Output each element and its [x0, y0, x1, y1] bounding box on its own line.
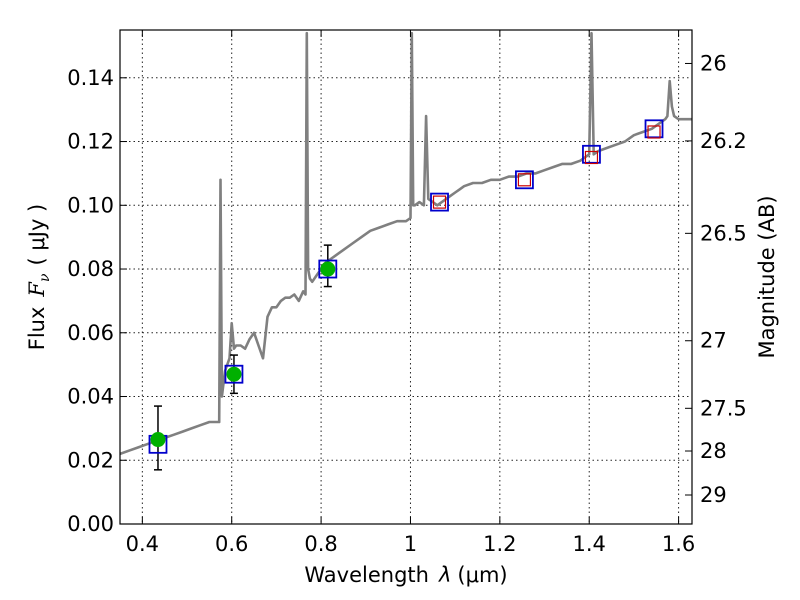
plot-area [120, 31, 692, 471]
y-axis-label: FluxFν( μJy ) [25, 204, 53, 350]
x-axis: 0.4 0.6 0.8 1 1.2 1.4 1.6 [126, 30, 695, 556]
x-tick-label: 0.6 [215, 532, 248, 556]
y2-tick-label: 28 [700, 439, 727, 463]
model-square [515, 170, 534, 190]
axes-frame [119, 29, 693, 525]
y2-axis-label: Magnitude (AB) [755, 195, 779, 358]
model-square [582, 144, 601, 164]
y-tick-label: 0.14 [67, 66, 114, 90]
y2-tick-label: 27.5 [700, 396, 747, 420]
sed-spectrum-line [120, 31, 692, 456]
model-square [644, 119, 664, 139]
model-square [224, 364, 244, 384]
y2-axis: 26 26.2 26.5 27 27.5 28 29 [685, 51, 747, 507]
predicted-square [517, 173, 532, 187]
x-tick-label: 1 [404, 532, 417, 556]
y-tick-label: 0.02 [67, 448, 114, 472]
y-tick-label: 0.06 [67, 321, 114, 345]
x-tick-label: 0.4 [126, 532, 159, 556]
y-tick-label: 0.12 [67, 130, 114, 154]
plot-marks [120, 31, 692, 471]
y-tick-label: 0.00 [67, 512, 114, 536]
x-tick-label: 0.8 [304, 532, 337, 556]
grid [120, 30, 692, 525]
measured-point [150, 432, 166, 448]
model-square [318, 259, 338, 279]
y-tick-label: 0.10 [67, 193, 114, 217]
x-tick-label: 1.2 [483, 532, 516, 556]
y2-tick-label: 26 [700, 51, 727, 75]
y2-tick-label: 29 [700, 483, 727, 507]
x-axis-label: Wavelength λ (μm) [304, 563, 507, 587]
x-tick-label: 1.4 [573, 532, 606, 556]
y-tick-label: 0.08 [67, 257, 114, 281]
model-square [430, 192, 449, 212]
y2-tick-label: 26.2 [700, 129, 747, 153]
predicted-square [584, 150, 599, 165]
predicted-square [647, 125, 661, 139]
y-axis: 0.00 0.02 0.04 0.06 0.08 0.10 0.12 0.14 [67, 66, 127, 536]
x-tick-label: 1.6 [662, 532, 695, 556]
y2-tick-label: 27 [700, 329, 727, 353]
predicted-square [432, 195, 447, 209]
y-tick-label: 0.04 [67, 385, 114, 409]
measured-point [320, 261, 336, 277]
y2-tick-label: 26.5 [700, 221, 747, 245]
measured-point [226, 366, 242, 382]
